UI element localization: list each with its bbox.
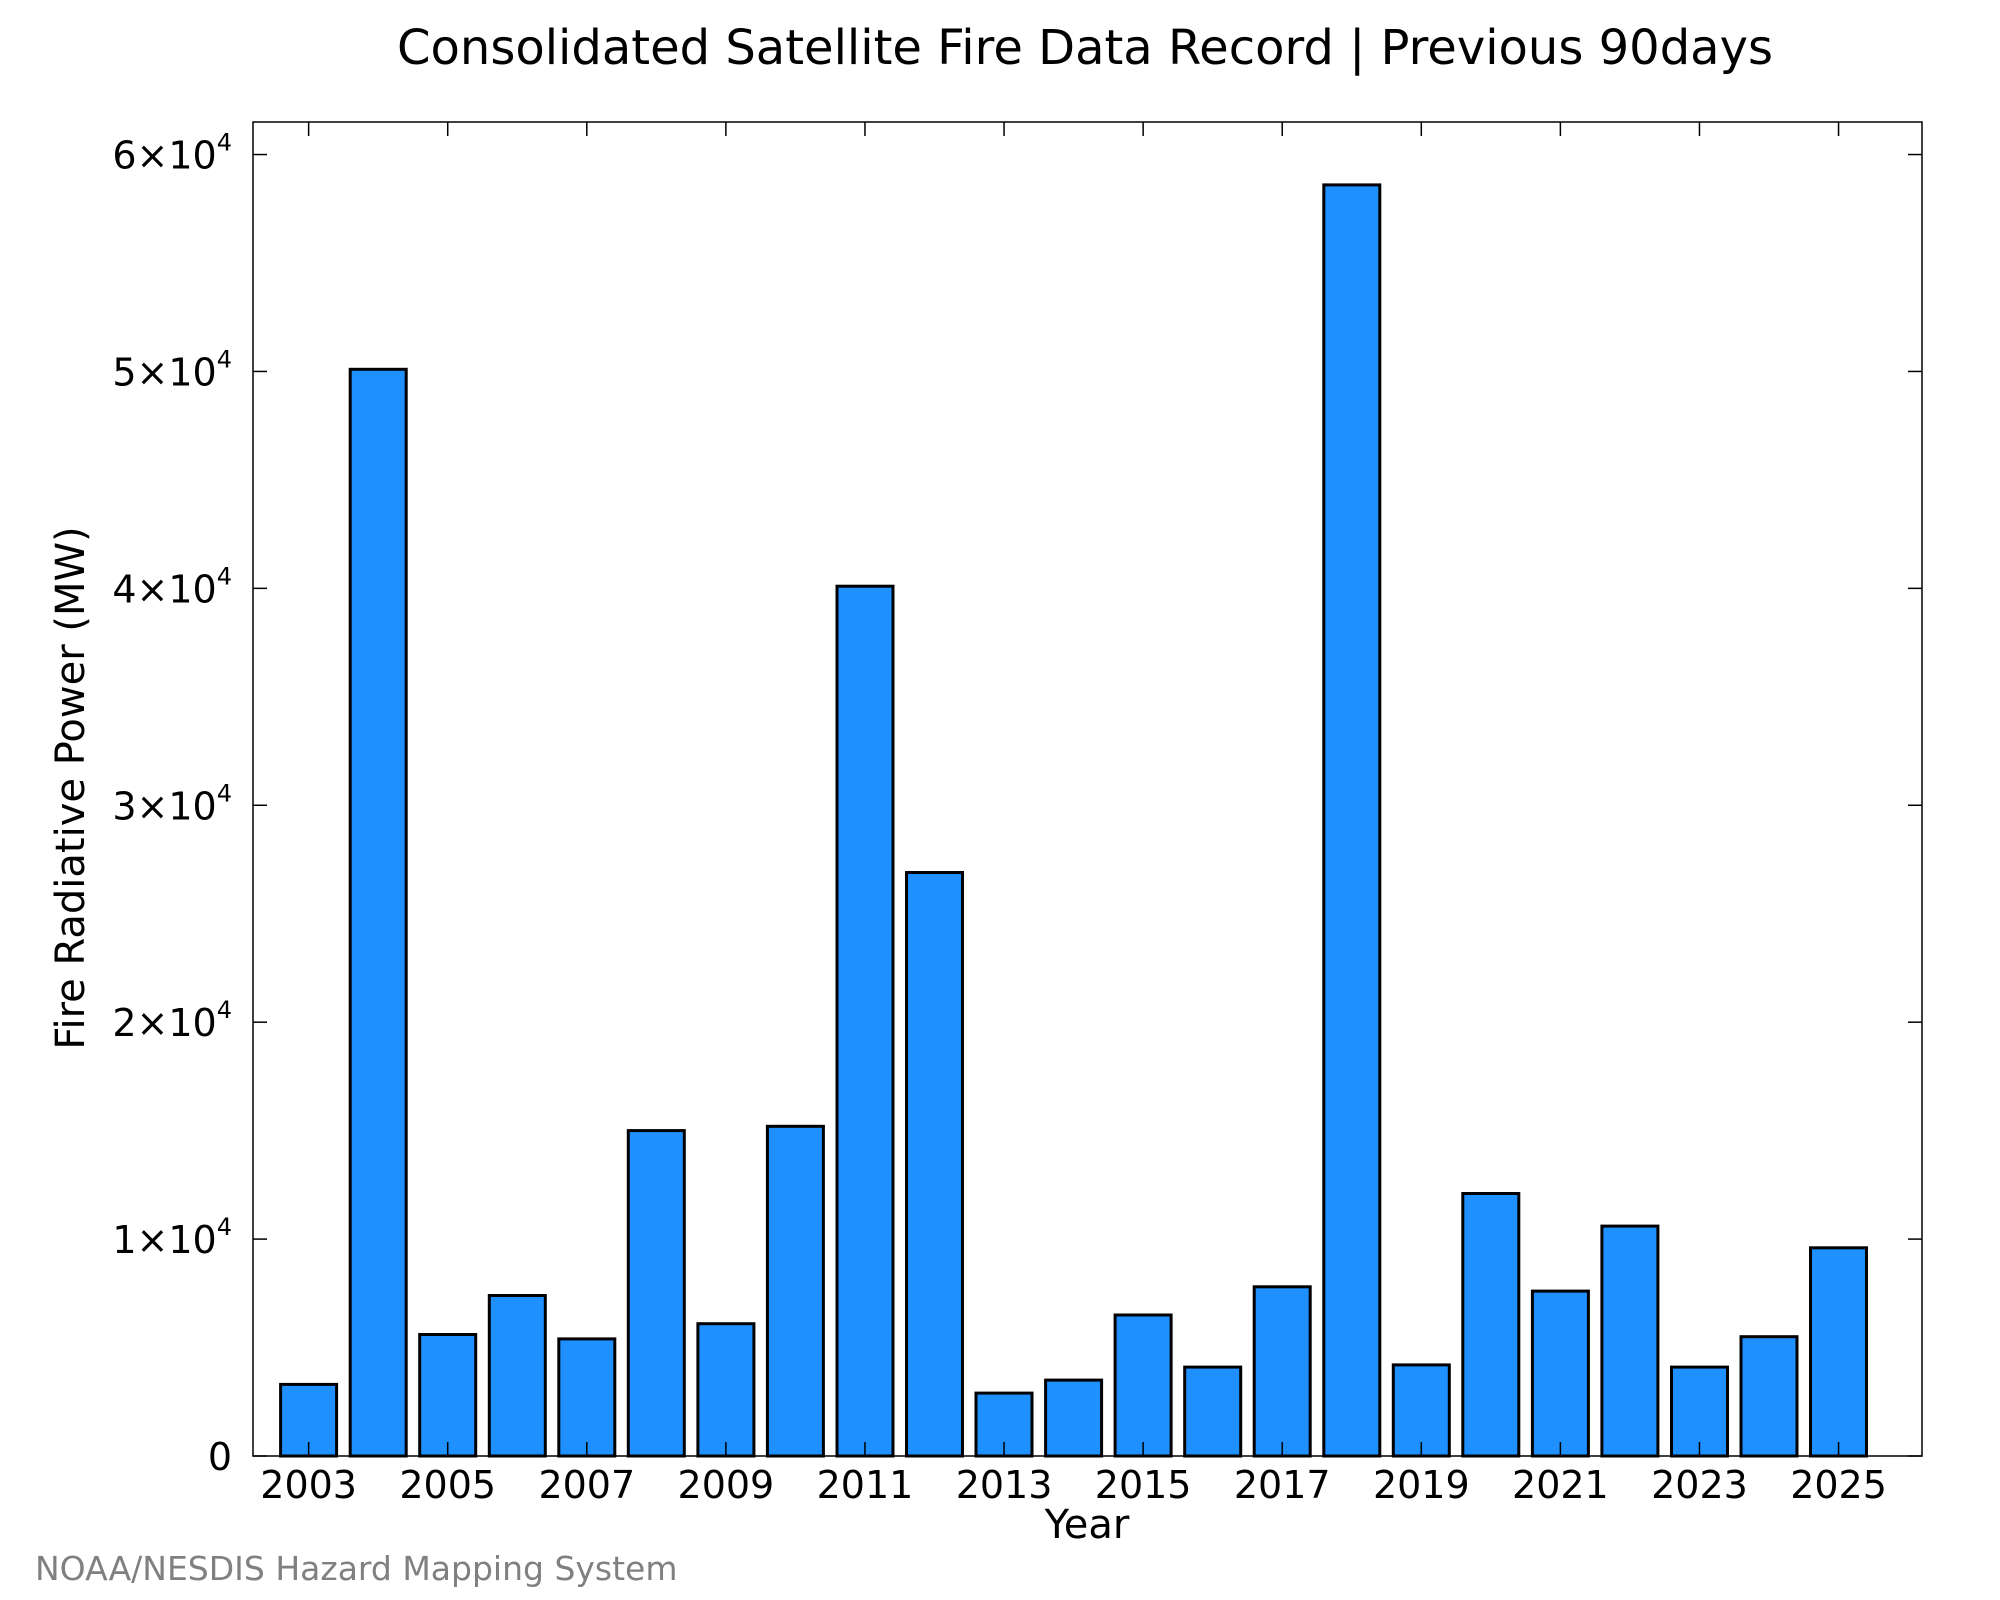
y-tick-label: 4×104	[112, 562, 232, 611]
x-axis-label: Year	[1044, 1502, 1130, 1548]
y-tick-label: 1×104	[112, 1213, 232, 1262]
bar-2021	[1530, 1289, 1590, 1458]
source-credit: NOAA/NESDIS Hazard Mapping System	[35, 1549, 678, 1588]
bar-2016	[1183, 1365, 1243, 1458]
bar-2023	[1670, 1365, 1729, 1458]
bars-layer	[279, 183, 1868, 1458]
bar-2025	[1809, 1246, 1868, 1458]
x-tick-label: 2013	[956, 1463, 1053, 1507]
bar-2004	[348, 367, 408, 1458]
plot-frame	[252, 121, 1923, 1457]
y-tick-label: 3×104	[112, 779, 232, 828]
x-tick-label: 2023	[1651, 1463, 1748, 1507]
x-tick-label: 2017	[1234, 1463, 1331, 1507]
y-tick-label: 0	[208, 1435, 232, 1479]
x-tick-label: 2009	[678, 1463, 775, 1507]
ticks-layer	[253, 122, 1922, 1457]
bar-2007	[557, 1337, 617, 1458]
x-tick-label: 2025	[1790, 1463, 1887, 1507]
bar-2011	[835, 584, 895, 1458]
bar-2005	[418, 1333, 478, 1458]
y-tick-label: 2×104	[112, 996, 232, 1045]
bar-2015	[1113, 1313, 1173, 1458]
bar-2018	[1322, 183, 1382, 1458]
x-tick-label: 2019	[1373, 1463, 1470, 1507]
bar-2006	[487, 1294, 547, 1458]
bar-2009	[696, 1322, 756, 1458]
bar-2017	[1252, 1285, 1312, 1458]
x-tick-label: 2005	[399, 1463, 496, 1507]
chart-title: Consolidated Satellite Fire Data Record …	[397, 20, 1773, 76]
bar-2020	[1461, 1192, 1521, 1458]
bar-2008	[626, 1129, 686, 1458]
x-tick-label: 2015	[1095, 1463, 1192, 1507]
y-tick-label: 6×104	[112, 129, 232, 178]
bar-2024	[1739, 1335, 1799, 1458]
x-tick-label: 2021	[1512, 1463, 1609, 1507]
bar-2012	[905, 871, 964, 1458]
y-axis-label: Fire Radiative Power (MW)	[48, 526, 94, 1049]
bar-2014	[1044, 1378, 1104, 1458]
y-tick-label: 5×104	[112, 345, 232, 394]
y-tick-labels: 0 1×104 2×104 3×104 4×104 5×104 6×104	[112, 129, 232, 1479]
x-tick-label: 2003	[260, 1463, 357, 1507]
x-tick-label: 2007	[538, 1463, 635, 1507]
bar-2022	[1600, 1224, 1660, 1458]
x-tick-labels: 2003 2005 2007 2009 2011 2013 2015 2017 2019 2021…	[260, 1463, 1887, 1507]
bar-2010	[765, 1124, 825, 1458]
x-tick-label: 2011	[817, 1463, 914, 1507]
